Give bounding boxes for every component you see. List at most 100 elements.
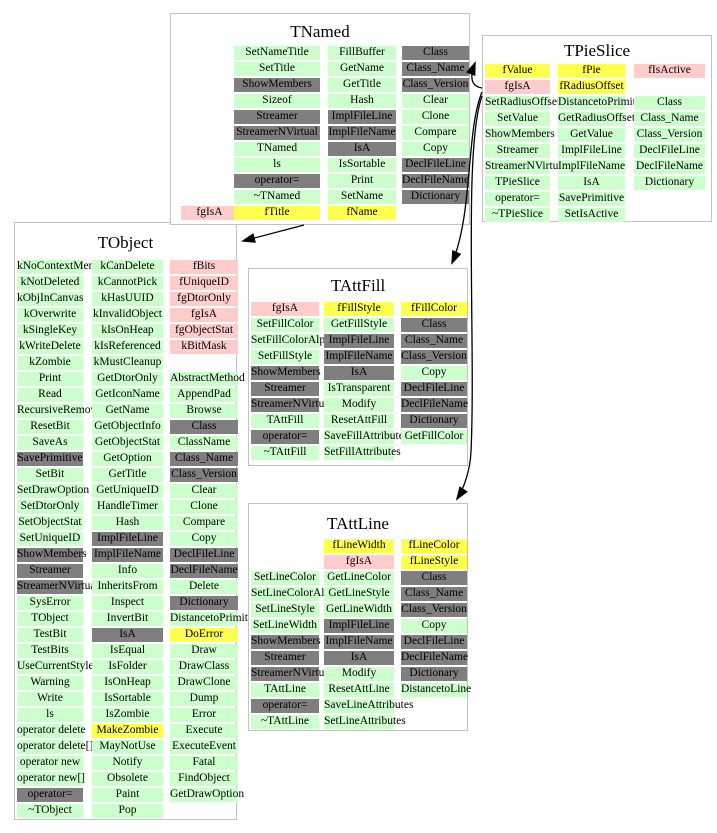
member-class: Class	[634, 96, 705, 110]
member-showmembers: ShowMembers	[251, 366, 321, 380]
member-gettitle: GetTitle	[328, 78, 396, 92]
member-hash: Hash	[328, 94, 396, 108]
member-ksinglekey: kSingleKey	[17, 324, 83, 338]
member-tnamed: TNamed	[234, 142, 320, 156]
member-copy: Copy	[401, 366, 467, 380]
member-class: Class	[402, 46, 469, 60]
member-executeevent: ExecuteEvent	[170, 740, 238, 754]
member-kbitmask: kBitMask	[170, 340, 238, 354]
arrow-tnamed-to-tobject	[241, 224, 305, 243]
member-implfileline: ImplFileLine	[324, 619, 394, 633]
member-implfilename: ImplFileName	[324, 635, 394, 649]
member-dictionary: Dictionary	[170, 596, 238, 610]
member-dictionary: Dictionary	[634, 176, 705, 190]
member-tobject: TObject	[17, 612, 83, 626]
member-saveprimitive: SavePrimitive	[558, 192, 625, 206]
member-fgisa: fgIsA	[324, 555, 394, 569]
member-setisactive: SetIsActive	[558, 208, 625, 222]
member-delete: Delete	[170, 580, 238, 594]
member-issortable: IsSortable	[328, 158, 396, 172]
class-title-tattline[interactable]: TAttLine	[327, 514, 389, 533]
member-flinecolor: fLineColor	[401, 539, 467, 553]
member-compare: Compare	[170, 516, 238, 530]
member-tobject: ~TObject	[17, 804, 83, 818]
member-operator: operator=	[251, 430, 319, 444]
member-kisreferenced: kIsReferenced	[92, 340, 163, 354]
member-declfileline: DeclFileLine	[402, 158, 469, 172]
member-ffillcolor: fFillColor	[401, 302, 467, 316]
member-drawclone: DrawClone	[170, 676, 238, 690]
member-streamernvirtual: StreamerNVirtual	[485, 160, 567, 174]
member-fpie: fPie	[558, 64, 625, 78]
member-flinestyle: fLineStyle	[401, 555, 467, 569]
member-operator: operator=	[251, 699, 319, 713]
member-appendpad: AppendPad	[170, 388, 238, 402]
member-implfileline: ImplFileLine	[324, 334, 394, 348]
member-class-name: Class_Name	[401, 334, 467, 348]
member-declfileline: DeclFileLine	[170, 548, 238, 562]
class-title-tattfill[interactable]: TAttFill	[330, 276, 386, 295]
member-setname: SetName	[328, 190, 396, 204]
member-tnamed: ~TNamed	[234, 190, 320, 204]
member-class-name: Class_Name	[634, 112, 705, 126]
class-box-tattline: TAttLine fLineWidth fLineColor fgIsA fLineS…	[248, 503, 471, 731]
member-operator-new: operator new	[17, 756, 83, 770]
class-title-tnamed[interactable]: TNamed	[290, 22, 350, 41]
member-streamernvirtual: StreamerNVirtual	[17, 580, 99, 594]
member-fisactive: fIsActive	[634, 64, 705, 78]
member-isfolder: IsFolder	[92, 660, 163, 674]
class-title-tobject[interactable]: TObject	[97, 233, 154, 252]
member-implfileline: ImplFileLine	[328, 110, 396, 124]
member-setdtoronly: SetDtorOnly	[17, 500, 83, 514]
member-tattfill: TAttFill	[251, 414, 319, 428]
member-declfilename: DeclFileName	[170, 564, 238, 578]
member-print: Print	[328, 174, 396, 188]
member-execute: Execute	[170, 724, 238, 738]
member-getlinecolor: GetLineColor	[324, 571, 394, 585]
member-setuniqueid: SetUniqueID	[17, 532, 83, 546]
member-getlinestyle: GetLineStyle	[324, 587, 394, 601]
member-operator: operator=	[234, 174, 320, 188]
member-kzombie: kZombie	[17, 356, 83, 370]
member-class: Class	[401, 571, 467, 585]
member-tattfill: ~TAttFill	[251, 446, 319, 460]
member-setfillcolor: SetFillColor	[251, 318, 319, 332]
member-tpieslice: TPieSlice	[485, 176, 550, 190]
member-usecurrentstyle: UseCurrentStyle	[17, 660, 94, 674]
member-class-version: Class_Version	[634, 128, 705, 142]
member-getobjectinfo: GetObjectInfo	[92, 420, 163, 434]
member-getobjectstat: GetObjectStat	[92, 436, 163, 450]
member-isa: IsA	[558, 176, 625, 190]
member-implfileline: ImplFileLine	[92, 532, 163, 546]
member-implfilename: ImplFileName	[558, 160, 626, 174]
member-sizeof: Sizeof	[234, 94, 320, 108]
member-compare: Compare	[402, 126, 469, 140]
member-saveprimitive: SavePrimitive	[17, 452, 83, 466]
member-isa: IsA	[328, 142, 396, 156]
member-dictionary: Dictionary	[401, 667, 467, 681]
class-box-tattfill: TAttFill fgIsA fFillStyle fFillColor SetFil…	[248, 268, 468, 466]
member-fvalue: fValue	[485, 64, 550, 78]
member-obsolete: Obsolete	[92, 772, 163, 786]
class-title-tpieslice[interactable]: TPieSlice	[563, 41, 631, 60]
member-getuniqueid: GetUniqueID	[92, 484, 163, 498]
member-copy: Copy	[401, 619, 467, 633]
member-kwritedelete: kWriteDelete	[17, 340, 83, 354]
member-hash: Hash	[92, 516, 163, 530]
member-setlinecoloralpha: SetLineColorAlpha	[251, 587, 342, 601]
member-savefillattributes: SaveFillAttributes	[324, 430, 409, 444]
member-streamer: Streamer	[485, 144, 550, 158]
member-getname: GetName	[92, 404, 163, 418]
member-class: Class	[401, 318, 467, 332]
member-setbit: SetBit	[17, 468, 83, 482]
member-tattline: TAttLine	[251, 683, 319, 697]
member-flinewidth: fLineWidth	[324, 539, 394, 553]
member-issortable: IsSortable	[92, 692, 163, 706]
member-knocontextmenu: kNoContextMenu	[17, 260, 101, 274]
member-recursiveremove: RecursiveRemove	[17, 404, 102, 418]
member-declfilename: DeclFileName	[402, 174, 470, 188]
member-inspect: Inspect	[92, 596, 163, 610]
member-class-name: Class_Name	[402, 62, 469, 76]
member-clear: Clear	[402, 94, 469, 108]
member-ftitle: fTitle	[234, 206, 320, 220]
